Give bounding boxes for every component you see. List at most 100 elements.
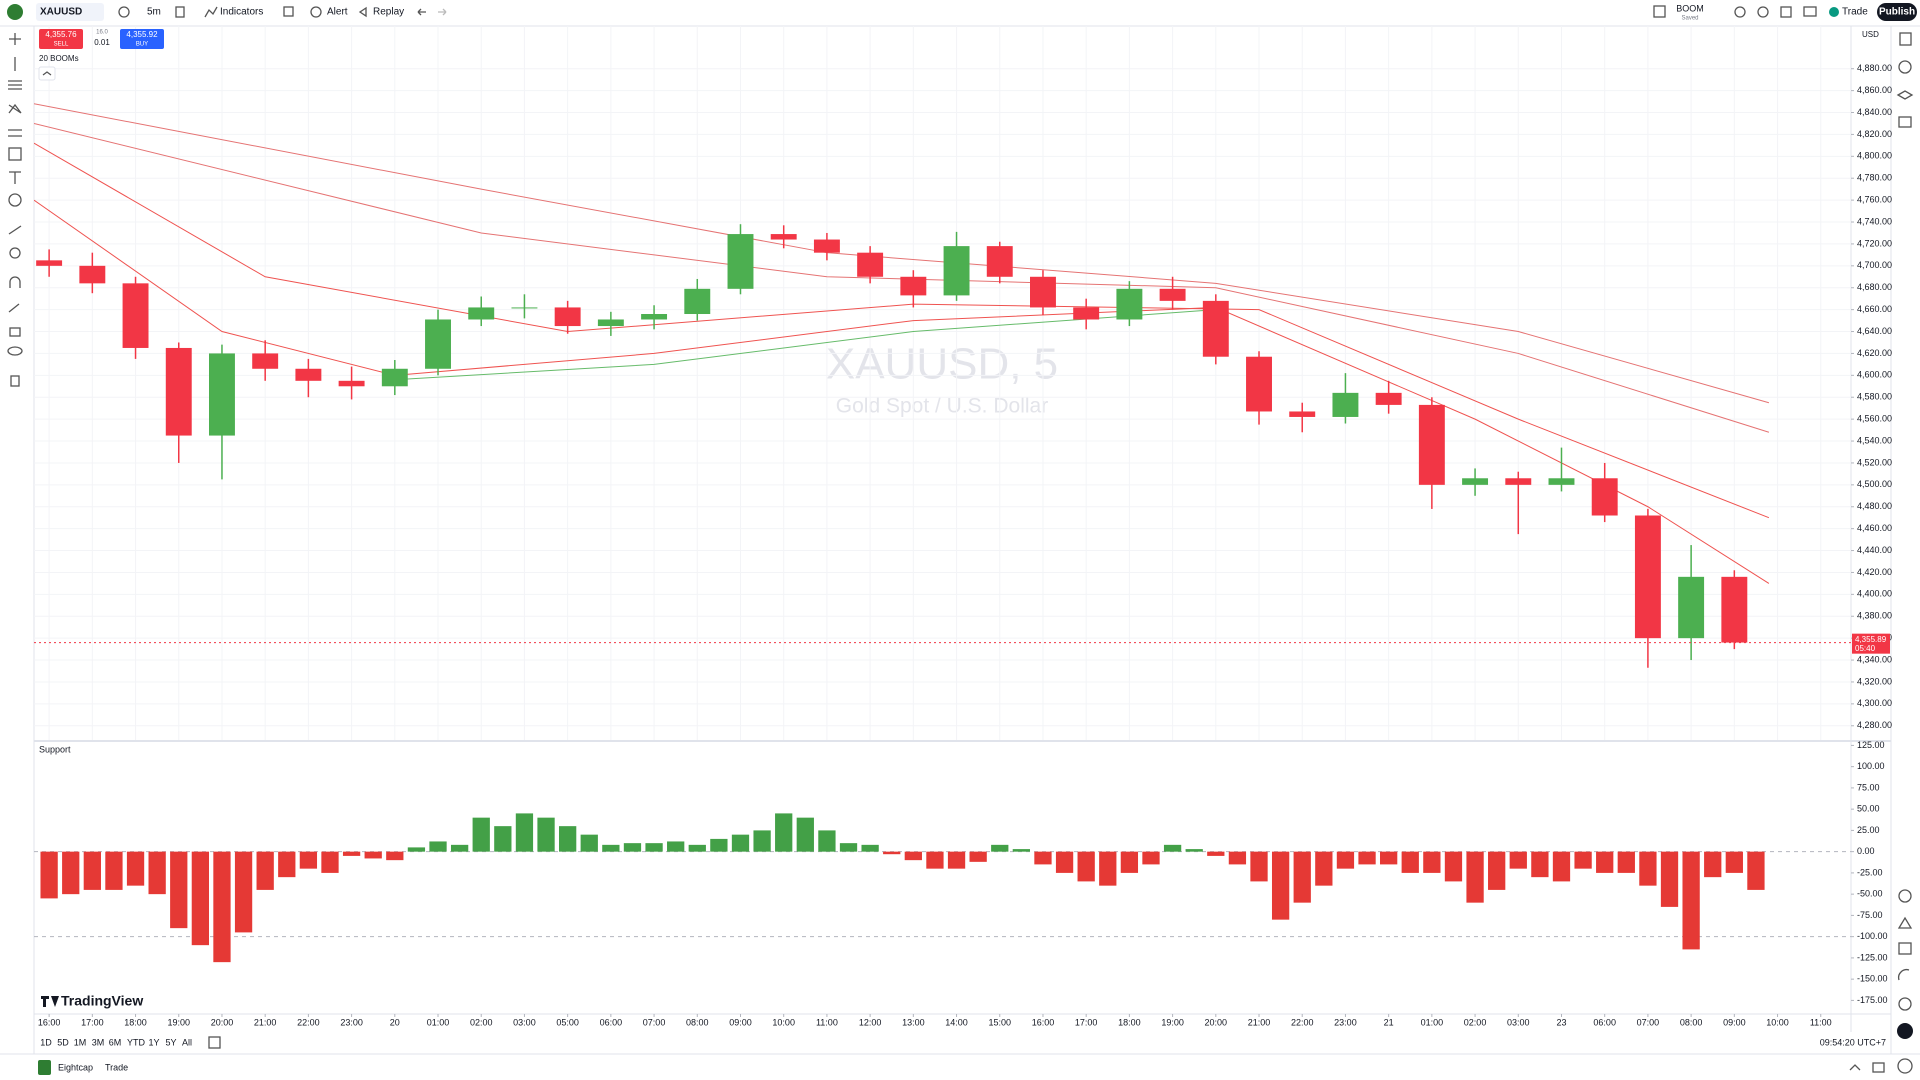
histogram-bar [299, 851, 318, 869]
symbol-box[interactable] [36, 3, 104, 21]
histogram-bar [667, 841, 685, 852]
range-button[interactable]: 5D [57, 1037, 69, 1047]
collapse-legend[interactable] [38, 66, 56, 81]
delete-tool[interactable] [10, 375, 20, 387]
notifications-icon[interactable] [1898, 997, 1912, 1011]
date-range-icon[interactable] [208, 1036, 221, 1049]
search-icon[interactable] [1734, 6, 1746, 18]
range-button[interactable]: 1M [74, 1037, 87, 1047]
y-tick-label: 4,440.00 [1857, 545, 1892, 555]
calendar-icon[interactable] [1898, 942, 1912, 955]
y-tick-label: 25.00 [1857, 825, 1880, 835]
redo-icon[interactable] [438, 8, 447, 16]
ideas-icon[interactable] [1897, 916, 1913, 929]
add-symbol-icon[interactable] [118, 6, 130, 18]
x-tick-label: 16:00 [1032, 1017, 1055, 1027]
y-tick-label: 4,760.00 [1857, 194, 1892, 204]
y-tick-label: 0.00 [1857, 846, 1875, 856]
y-tick-label: 4,560.00 [1857, 414, 1892, 424]
chart-type-icon[interactable] [175, 6, 185, 18]
buy-label[interactable]: BUY [136, 42, 148, 48]
alerts-icon[interactable] [1898, 60, 1912, 74]
magnet-tool[interactable] [9, 276, 21, 288]
y-tick-label: 4,620.00 [1857, 348, 1892, 358]
y-tick-label: 4,680.00 [1857, 282, 1892, 292]
sell-price[interactable]: 4,355.76 [45, 30, 77, 39]
watchlist-icon[interactable] [1899, 32, 1912, 46]
interval[interactable]: 5m [147, 7, 161, 18]
range-button[interactable]: YTD [127, 1037, 146, 1047]
maximize-panel[interactable] [1872, 1062, 1885, 1073]
range-button[interactable]: All [182, 1037, 192, 1047]
symbol[interactable]: XAUUSD [40, 7, 82, 18]
candle-body [1548, 478, 1575, 485]
range-button[interactable]: 6M [109, 1037, 122, 1047]
range-button[interactable]: 5Y [165, 1037, 176, 1047]
emoji-tool[interactable] [8, 193, 22, 207]
broker-icon [38, 1060, 51, 1075]
histogram-bar [753, 830, 771, 852]
axes: 4,280.004,300.004,320.004,340.004,360.00… [38, 63, 1892, 1027]
crosshair-tool[interactable] [9, 33, 21, 45]
x-tick-label: 20 [390, 1017, 400, 1027]
ruler-tool[interactable] [8, 225, 22, 235]
templates-icon[interactable] [283, 6, 294, 17]
help-icon[interactable] [1897, 1058, 1913, 1074]
range-button[interactable]: 1D [40, 1037, 52, 1047]
sell-label[interactable]: SELL [54, 42, 69, 48]
bottom-trade[interactable]: Trade [105, 1062, 128, 1072]
pattern-tool[interactable] [8, 103, 22, 114]
snapshot-icon[interactable] [1803, 6, 1817, 17]
histogram-bar [1185, 849, 1203, 852]
candle-body [1505, 478, 1532, 485]
last-price-box [1852, 633, 1890, 654]
y-tick-label: -25.00 [1857, 867, 1883, 877]
buy-price[interactable]: 4,355.92 [126, 30, 158, 39]
x-tick-label: 08:00 [1680, 1017, 1703, 1027]
range-button[interactable]: 3M [92, 1037, 105, 1047]
buy-button[interactable] [120, 29, 164, 49]
target-icon[interactable] [1898, 889, 1912, 903]
right-sidebar [1896, 32, 1914, 1074]
apps-icon[interactable] [1897, 1023, 1913, 1039]
candle-body [79, 265, 106, 284]
quantity[interactable]: 0.01 [94, 38, 110, 47]
hide-tool[interactable] [7, 346, 23, 356]
sell-button[interactable] [39, 29, 83, 49]
publish-button[interactable]: Publish [1879, 7, 1915, 18]
candle-body [641, 314, 668, 320]
layout-status: Saved [1681, 16, 1698, 22]
zoom-tool[interactable] [9, 247, 21, 259]
publish-box[interactable] [1877, 3, 1917, 21]
alert-button[interactable]: Alert [327, 7, 348, 18]
y-tick-label: -50.00 [1857, 889, 1883, 899]
indicators-button[interactable]: Indicators [220, 7, 263, 18]
layers-icon[interactable] [1896, 90, 1914, 100]
range-button[interactable]: 1Y [148, 1037, 159, 1047]
shape-tool[interactable] [8, 147, 22, 161]
fib-tool[interactable] [8, 80, 22, 90]
forecast-tool[interactable] [8, 129, 22, 137]
avatar[interactable] [7, 4, 23, 20]
indicator-legend[interactable]: 20 BOOMs [39, 54, 79, 63]
currency[interactable]: USD [1862, 30, 1879, 39]
x-tick-label: 13:00 [902, 1017, 925, 1027]
candle-body [1289, 411, 1316, 417]
broker[interactable]: Eightcap [58, 1062, 93, 1072]
settings-icon[interactable] [1757, 6, 1769, 18]
fullscreen-icon[interactable] [1780, 6, 1792, 18]
layout-icon[interactable] [1653, 5, 1666, 18]
replay-button[interactable]: Replay [373, 7, 404, 18]
feed-icon[interactable] [1898, 969, 1910, 981]
chat-icon[interactable] [1898, 116, 1912, 128]
undo-icon[interactable] [417, 8, 426, 16]
text-tool[interactable] [9, 171, 21, 184]
y-tick-label: 4,720.00 [1857, 238, 1892, 248]
lock-tool[interactable] [9, 327, 21, 337]
drawing-mode-tool[interactable] [8, 303, 20, 313]
y-tick-label: 4,700.00 [1857, 260, 1892, 270]
expand-panel[interactable] [1849, 1064, 1861, 1071]
y-tick-label: -150.00 [1857, 974, 1888, 984]
layout-name[interactable]: BOOM [1676, 3, 1704, 13]
trade-button[interactable]: Trade [1842, 7, 1868, 18]
